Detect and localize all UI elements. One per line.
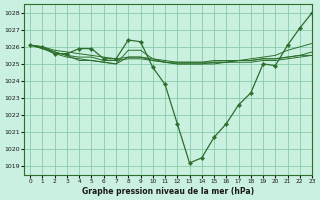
X-axis label: Graphe pression niveau de la mer (hPa): Graphe pression niveau de la mer (hPa)	[82, 187, 254, 196]
